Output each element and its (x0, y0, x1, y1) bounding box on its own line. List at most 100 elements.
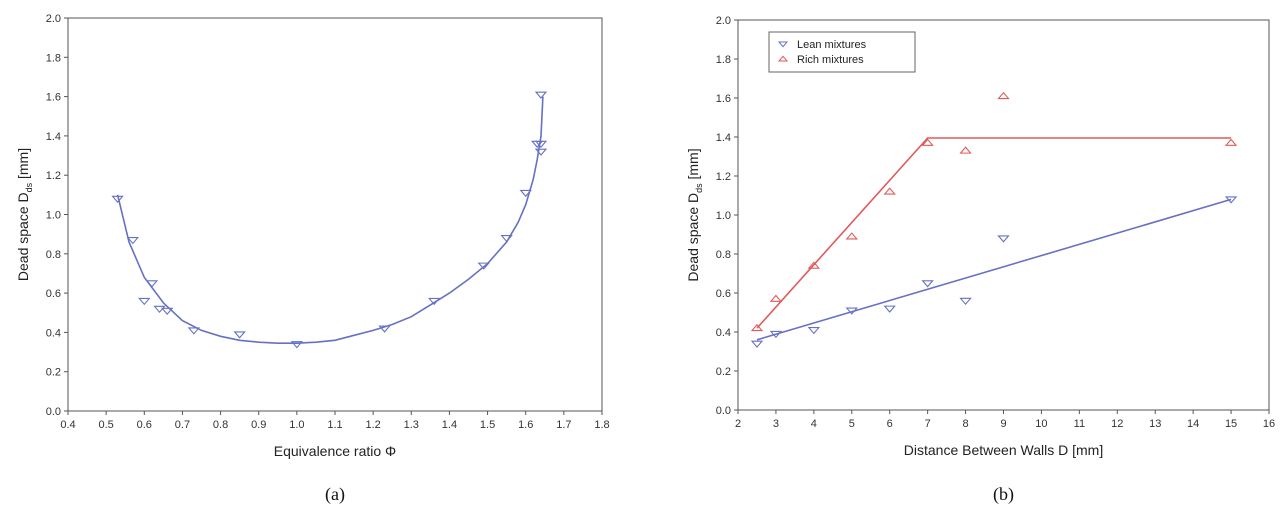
legend-entry-1: Rich mixtures (797, 54, 864, 66)
x-tick-label: 0.5 (98, 419, 113, 431)
y-tick-label: 0.0 (46, 406, 61, 418)
x-tick-label: 11 (1074, 418, 1085, 430)
x-tick-label: 14 (1187, 418, 1199, 430)
data-point-series-0 (500, 235, 513, 243)
fit-line-series-1 (756, 137, 1232, 329)
x-axis-label: Distance Between Walls D [mm] (904, 442, 1103, 458)
x-tick-label: 7 (925, 418, 931, 430)
x-tick-label: 6 (887, 418, 893, 430)
chart-panel-b: 2 3 4 5 6 7 8 9 10 11 12 13 14 15 16 0.0 0.2 0.4 0.6 0.8 1.0… (643, 0, 1286, 515)
y-tick-label: 0.0 (716, 405, 731, 417)
data-point-series-0 (138, 297, 151, 306)
fit-line-series-0 (116, 96, 544, 344)
y-tick-label: 1.8 (46, 52, 61, 64)
x-tick-label: 1.5 (480, 419, 495, 431)
data-point-series-0 (187, 327, 201, 335)
data-point-series-1 (1224, 138, 1238, 146)
x-tick-label: 0.4 (60, 419, 75, 431)
fit-line-series-0 (756, 198, 1232, 341)
x-tick-label: 1.6 (518, 419, 533, 431)
data-point-series-0 (519, 189, 532, 198)
data-point-series-0 (750, 340, 764, 348)
x-tick-label: 16 (1263, 418, 1275, 430)
x-tick-label: 5 (849, 418, 855, 430)
data-point-series-0 (807, 327, 821, 335)
x-tick-label: 1.0 (289, 419, 304, 431)
y-tick-label: 1.8 (716, 54, 731, 66)
y-tick-label: 1.0 (716, 210, 731, 222)
data-point-series-1 (883, 187, 896, 195)
data-point-series-0 (1224, 196, 1238, 204)
x-tick-label: 12 (1111, 418, 1123, 430)
x-tick-label: 1.1 (327, 419, 342, 431)
data-point-series-0 (160, 307, 174, 316)
legend-box (768, 31, 916, 73)
y-axis-label: Dead space Dds [mm] (685, 148, 704, 281)
data-point-series-0 (534, 91, 548, 99)
data-point-series-0 (921, 280, 934, 288)
data-point-series-1 (997, 91, 1010, 100)
x-tick-label: 1.8 (594, 419, 609, 431)
data-point-series-0 (534, 140, 548, 148)
x-tick-label: 2 (735, 418, 741, 430)
chart-panel-a: 0.4 0.5 0.6 0.7 0.8 0.9 1.0 1.1 1.2 1.3 1.4 1.5 1.6 1… (15, 13, 610, 505)
x-tick-label: 4 (811, 418, 817, 430)
data-point-series-1 (845, 232, 858, 240)
y-tick-label: 0.4 (46, 327, 61, 339)
legend-entry-0: Lean mixtures (797, 39, 867, 51)
data-point-series-0 (427, 297, 441, 306)
equivalence-ratio-chart: 0.4 0.5 0.6 0.7 0.8 0.9 1.0 1.1 1.2 1.3 1.4 1.5 1.6 1… (15, 13, 610, 505)
data-point-series-0 (233, 331, 246, 339)
data-point-series-0 (845, 307, 858, 315)
data-point-series-1 (921, 138, 934, 146)
data-point-series-0 (477, 262, 490, 270)
data-point-series-1 (769, 294, 783, 302)
y-tick-label: 1.4 (716, 132, 731, 144)
y-tick-label: 0.8 (46, 249, 61, 261)
legend-marker-1 (777, 55, 789, 62)
x-tick-label: 10 (1035, 418, 1047, 430)
data-point-series-1 (959, 146, 972, 154)
data-point-series-0 (997, 235, 1010, 243)
x-tick-label: 9 (1000, 418, 1006, 430)
data-point-series-0 (534, 148, 548, 156)
y-tick-label: 1.6 (716, 93, 731, 105)
data-point-series-0 (769, 330, 783, 339)
y-tick-label: 0.8 (716, 249, 731, 261)
y-tick-label: 2.0 (716, 15, 731, 27)
x-axis-label: Equivalence ratio Φ (274, 443, 396, 459)
y-tick-label: 2.0 (46, 13, 61, 25)
data-point-series-0 (883, 305, 896, 313)
data-point-series-0 (153, 305, 166, 314)
legend: Lean mixtures Rich mixtures (768, 31, 916, 73)
y-tick-label: 0.2 (716, 366, 731, 378)
panel-caption-a: (a) (325, 484, 345, 505)
x-tick-label: 1.7 (556, 419, 571, 431)
x-tick-label: 0.9 (251, 419, 266, 431)
x-tick-label: 15 (1225, 418, 1237, 430)
x-tick-label: 8 (963, 418, 969, 430)
plot-frame (737, 19, 1270, 411)
x-tick-label: 1.2 (365, 419, 380, 431)
data-point-series-0 (378, 325, 391, 333)
y-tick-label: 0.6 (716, 288, 731, 300)
x-tick-label: 13 (1149, 418, 1161, 430)
y-tick-label: 1.6 (46, 92, 61, 104)
panel-caption-b: (b) (993, 484, 1014, 505)
data-point-series-1 (750, 323, 764, 332)
data-point-series-0 (111, 195, 124, 204)
y-tick-label: 0.4 (716, 327, 731, 339)
x-tick-label: 3 (773, 418, 779, 430)
x-tick-label: 1.4 (442, 419, 457, 431)
y-tick-label: 1.2 (46, 170, 61, 182)
distance-between-walls-chart: 2 3 4 5 6 7 8 9 10 11 12 13 14 15 16 0.0 0.2 0.4 0.6 0.8 1.0… (685, 15, 1275, 505)
y-axis-label: Dead space Dds [mm] (15, 148, 34, 281)
data-point-series-0 (126, 237, 140, 245)
y-tick-label: 0.2 (46, 367, 61, 379)
data-point-series-1 (807, 261, 821, 269)
y-tick-label: 1.0 (46, 210, 61, 222)
legend-marker-0 (777, 41, 789, 48)
data-point-series-0 (959, 297, 972, 306)
data-point-series-0 (145, 280, 159, 288)
data-point-series-0 (290, 341, 304, 349)
